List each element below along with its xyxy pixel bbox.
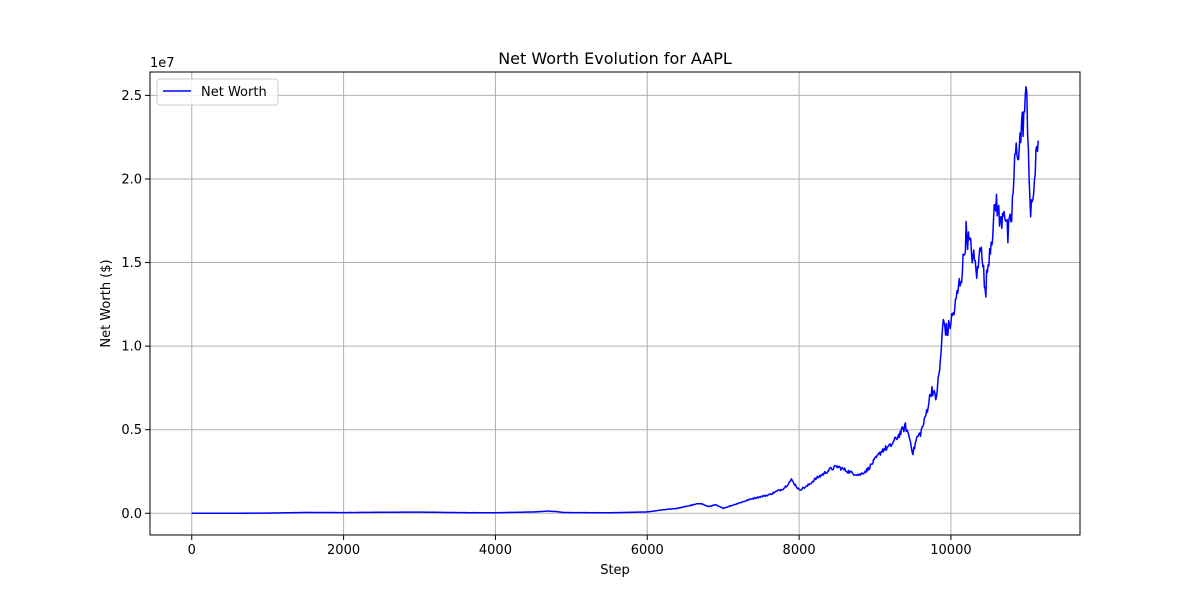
x-tick-label: 0 xyxy=(188,543,196,558)
x-tick-label: 4000 xyxy=(479,543,512,558)
legend: Net Worth xyxy=(156,78,279,106)
x-axis: 0 2000 4000 6000 8000 10000 xyxy=(188,535,972,558)
x-axis-label: Step xyxy=(600,563,630,578)
y-tick-label: 0.5 xyxy=(121,423,142,438)
y-tick-label: 1.0 xyxy=(121,340,142,355)
y-tick-label: 2.0 xyxy=(121,172,142,187)
y-tick-label: 1.5 xyxy=(121,256,142,271)
plot-frame xyxy=(149,71,1081,536)
y-axis: 0.0 0.5 1.0 1.5 2.0 2.5 xyxy=(121,89,150,522)
legend-box xyxy=(156,78,279,106)
series-line-net-worth xyxy=(191,86,1039,515)
y-tick-label: 0.0 xyxy=(121,507,142,522)
x-tick-label: 6000 xyxy=(631,543,664,558)
y-axis-offset-label: 1e7 xyxy=(150,56,175,71)
grid xyxy=(150,72,1080,535)
x-tick-label: 10000 xyxy=(930,543,971,558)
y-tick-label: 2.5 xyxy=(121,89,142,104)
x-tick-label: 2000 xyxy=(327,543,360,558)
chart-title: Net Worth Evolution for AAPL xyxy=(498,49,732,68)
x-tick-label: 8000 xyxy=(783,543,816,558)
series-layer xyxy=(191,86,1039,515)
y-axis-label: Net Worth ($) xyxy=(99,259,114,347)
legend-label: Net Worth xyxy=(201,85,267,100)
